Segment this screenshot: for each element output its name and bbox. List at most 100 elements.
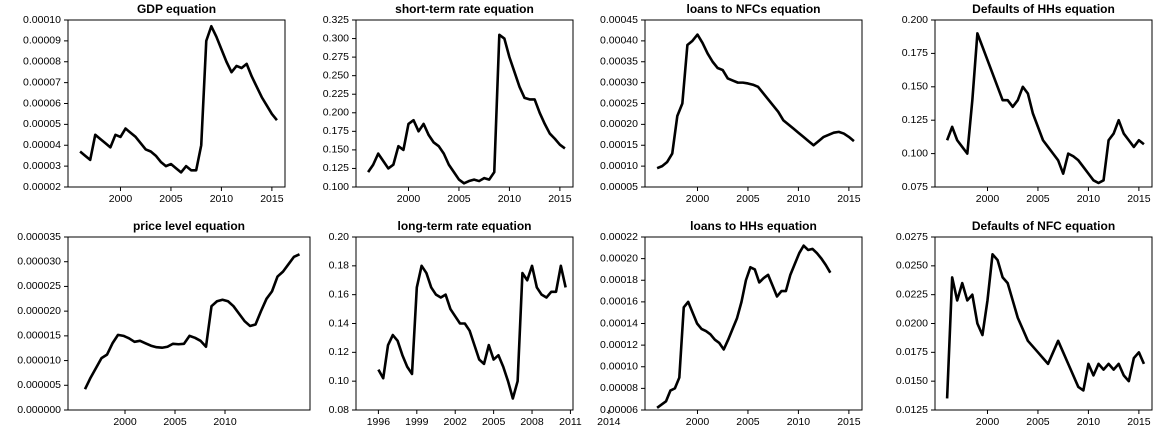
- y-tick-label: 0.000025: [17, 280, 61, 292]
- y-tick-label: 0.00015: [600, 139, 638, 151]
- y-tick-label: 0.00014: [600, 317, 638, 329]
- y-tick-label: 0.00004: [23, 139, 61, 151]
- series-line: [377, 264, 567, 400]
- chart-title: Defaults of NFC equation: [972, 219, 1115, 233]
- x-tick-label: 2005: [482, 416, 506, 428]
- x-tick-label: 2005: [163, 416, 187, 428]
- y-tick-label: 0.0150: [896, 375, 928, 387]
- plot-box: [934, 236, 1153, 411]
- y-tick-label: 0.00007: [23, 76, 61, 88]
- y-tick-label: 0.00002: [23, 181, 61, 193]
- y-tick-label: 0.00035: [600, 56, 638, 68]
- y-tick-label: 0.00012: [600, 339, 638, 351]
- x-tick-label: 2010: [210, 193, 234, 205]
- y-tick-label: 0.000035: [17, 231, 61, 243]
- y-tick-label: 0.00003: [23, 160, 61, 172]
- y-tick-label: 0.0225: [896, 288, 928, 300]
- y-tick-label: 0.00020: [600, 252, 638, 264]
- chart-title: GDP equation: [137, 2, 216, 16]
- series-line: [945, 253, 1146, 399]
- y-tick-label: 0.00008: [600, 382, 638, 394]
- y-tick-label: 0.00005: [23, 118, 61, 130]
- y-tick-label: 0.100: [323, 181, 349, 193]
- x-tick-label: 2000: [976, 193, 1000, 205]
- chart-title: loans to HHs equation: [690, 219, 817, 233]
- y-tick-label: 0.075: [902, 181, 928, 193]
- y-tick-label: 0.00022: [600, 231, 638, 243]
- series-line: [367, 33, 566, 185]
- x-tick-label: 2015: [837, 416, 861, 428]
- y-tick-label: 0.225: [323, 88, 349, 100]
- y-tick-label: 0.00006: [23, 97, 61, 109]
- y-tick-label: 0.00016: [600, 296, 638, 308]
- x-tick-label: 2015: [548, 193, 572, 205]
- x-tick-label: 2005: [1026, 193, 1050, 205]
- x-tick-label: 2015: [260, 193, 284, 205]
- y-tick-label: 0.00030: [600, 76, 638, 88]
- y-tick-label: 0.125: [323, 162, 349, 174]
- y-tick-label: 0.00009: [23, 35, 61, 47]
- x-tick-label: 2005: [159, 193, 183, 205]
- y-tick-label: 0.00008: [23, 56, 61, 68]
- y-tick-label: 0.00040: [600, 35, 638, 47]
- x-tick-label: 2011: [559, 416, 582, 428]
- y-tick-label: 0.250: [323, 69, 349, 81]
- x-tick-label: 2015: [1127, 193, 1151, 205]
- y-tick-label: 0.14: [329, 317, 350, 329]
- x-tick-label: 2005: [736, 416, 760, 428]
- y-tick-label: 0.12: [329, 346, 350, 358]
- x-tick-label: 2010: [213, 416, 237, 428]
- y-tick-label: 0.150: [323, 144, 349, 156]
- series-line: [656, 244, 832, 409]
- x-tick-label: 2000: [109, 193, 133, 205]
- x-tick-label: 2010: [1077, 416, 1101, 428]
- y-tick-label: 0.16: [329, 288, 350, 300]
- y-tick-label: 0.125: [902, 114, 928, 126]
- y-tick-label: 0.175: [323, 125, 349, 137]
- plot-box: [67, 236, 311, 411]
- series-line: [79, 24, 278, 174]
- y-tick-label: 0.10: [329, 375, 350, 387]
- y-tick-label: 0.300: [323, 32, 349, 44]
- y-tick-label: 0.00005: [600, 181, 638, 193]
- y-tick-label: 0.0200: [896, 317, 928, 329]
- y-tick-label: 0.0250: [896, 260, 928, 272]
- y-tick-label: 0.00006: [600, 404, 638, 416]
- y-tick-label: 0.00018: [600, 274, 638, 286]
- x-tick-label: 1996: [367, 416, 391, 428]
- y-tick-label: 0.000000: [17, 404, 61, 416]
- y-tick-label: 0.000015: [17, 330, 61, 342]
- y-tick-label: 0.00010: [600, 361, 638, 373]
- y-tick-label: 0.00045: [600, 14, 638, 26]
- y-tick-label: 0.150: [902, 81, 928, 93]
- plot-box: [934, 19, 1153, 188]
- x-tick-label: 2005: [1026, 416, 1050, 428]
- x-tick-label: 2010: [1077, 193, 1101, 205]
- y-tick-label: 0.200: [902, 14, 928, 26]
- x-tick-label: 2010: [787, 193, 811, 205]
- y-tick-label: 0.00010: [600, 160, 638, 172]
- y-tick-label: 0.0275: [896, 231, 928, 243]
- y-tick-label: 0.100: [902, 147, 928, 159]
- y-tick-label: 0.175: [902, 47, 928, 59]
- x-tick-label: 2010: [498, 193, 522, 205]
- plot-box: [355, 19, 574, 188]
- y-tick-label: 0.00010: [23, 14, 61, 26]
- y-tick-label: 0.00025: [600, 97, 638, 109]
- x-tick-label: 2002: [444, 416, 468, 428]
- y-tick-label: 0.18: [329, 260, 350, 272]
- x-tick-label: 2015: [837, 193, 861, 205]
- y-tick-label: 0.000005: [17, 379, 61, 391]
- x-tick-label: 2010: [787, 416, 811, 428]
- chart-title: short-term rate equation: [395, 2, 534, 16]
- x-tick-label: 2000: [976, 416, 1000, 428]
- y-tick-label: 0.08: [329, 404, 350, 416]
- series-line: [656, 33, 855, 170]
- series-line: [83, 253, 301, 390]
- y-tick-label: 0.000030: [17, 255, 61, 267]
- plot-box: [67, 19, 286, 188]
- x-tick-label: 2000: [686, 416, 710, 428]
- y-tick-label: 0.200: [323, 107, 349, 119]
- chart-title: Defaults of HHs equation: [972, 2, 1115, 16]
